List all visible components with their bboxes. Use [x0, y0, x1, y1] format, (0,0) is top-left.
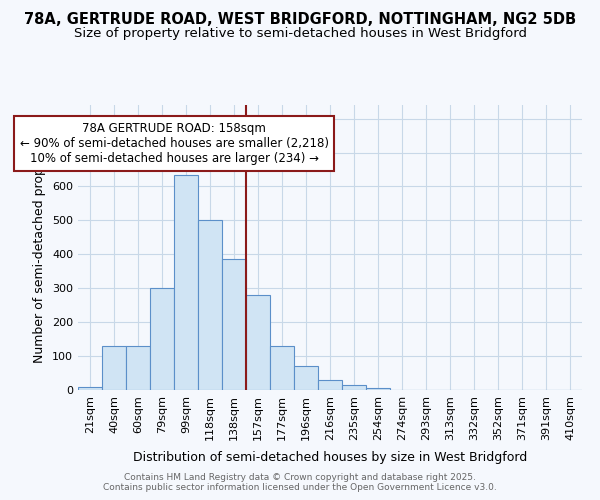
Bar [174, 174, 198, 390]
Text: Size of property relative to semi-detached houses in West Bridgford: Size of property relative to semi-detach… [74, 28, 527, 40]
Bar [126, 346, 150, 390]
Bar [318, 380, 342, 390]
Bar [102, 346, 126, 390]
Bar [342, 385, 366, 390]
Bar [270, 346, 294, 390]
Bar [78, 386, 102, 390]
Bar [366, 388, 390, 390]
Y-axis label: Number of semi-detached properties: Number of semi-detached properties [34, 132, 46, 363]
Bar [198, 220, 222, 390]
Bar [150, 288, 174, 390]
Bar [246, 295, 270, 390]
Bar [222, 260, 246, 390]
Text: 78A GERTRUDE ROAD: 158sqm
← 90% of semi-detached houses are smaller (2,218)
10% : 78A GERTRUDE ROAD: 158sqm ← 90% of semi-… [19, 122, 329, 165]
Bar [294, 366, 318, 390]
Text: Contains HM Land Registry data © Crown copyright and database right 2025.
Contai: Contains HM Land Registry data © Crown c… [103, 473, 497, 492]
X-axis label: Distribution of semi-detached houses by size in West Bridgford: Distribution of semi-detached houses by … [133, 451, 527, 464]
Text: 78A, GERTRUDE ROAD, WEST BRIDGFORD, NOTTINGHAM, NG2 5DB: 78A, GERTRUDE ROAD, WEST BRIDGFORD, NOTT… [24, 12, 576, 28]
